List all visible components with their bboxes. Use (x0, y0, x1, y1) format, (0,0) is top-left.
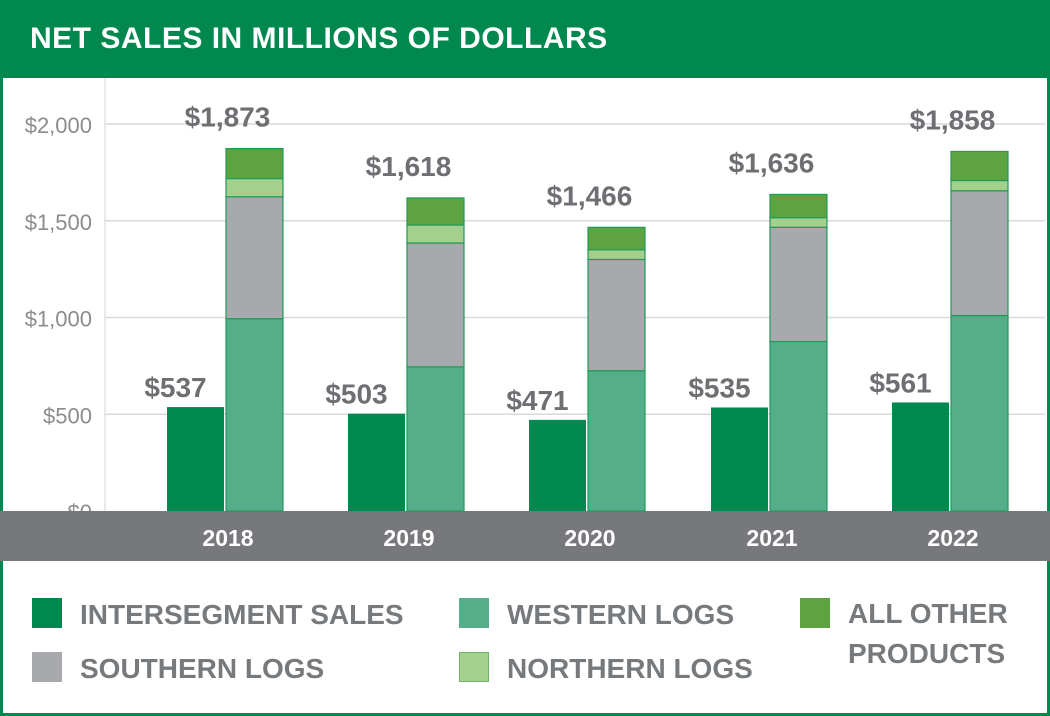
all-other-products-bar (769, 193, 828, 219)
legend-label-northern: NORTHERN LOGS (507, 653, 753, 684)
intersegment-value-label: $471 (506, 385, 568, 416)
western-logs-bar (225, 318, 284, 512)
northern-logs-bar (769, 217, 828, 228)
intersegment-value-label: $561 (869, 367, 931, 398)
legend-swatch-southern (32, 652, 62, 682)
southern-logs-bar (406, 242, 465, 368)
legend-label-southern: SOUTHERN LOGS (80, 653, 325, 684)
northern-logs-bar (406, 224, 465, 244)
western-logs-bar (406, 366, 465, 512)
legend-swatch-intersegment (32, 598, 62, 628)
chart-header: NET SALES IN MILLIONS OF DOLLARS (0, 0, 1050, 78)
western-logs-bar (587, 370, 646, 512)
southern-logs-bar (587, 258, 646, 372)
intersegment-value-label: $503 (325, 379, 387, 410)
southern-logs-bar (769, 226, 828, 343)
x-tick-label: 2022 (927, 525, 978, 551)
x-tick-label: 2021 (746, 525, 797, 551)
legend-label-all-other: ALL OTHER PRODUCTS (848, 598, 1008, 669)
intersegment-sales-bar (892, 402, 949, 511)
legend-swatch-northern (459, 652, 489, 682)
legend-swatch-all-other (800, 598, 830, 628)
total-value-label: $1,873 (185, 102, 271, 133)
intersegment-sales-bar (167, 407, 224, 511)
y-tick-label: $1,000 (25, 307, 92, 332)
western-logs-bar (769, 340, 828, 512)
total-value-label: $1,636 (729, 147, 815, 178)
legend-swatch-western (459, 598, 489, 628)
northern-logs-bar (587, 249, 646, 261)
southern-logs-bar (950, 190, 1009, 317)
all-other-products-bar (406, 197, 465, 226)
intersegment-value-label: $537 (144, 372, 206, 403)
intersegment-sales-bar (711, 407, 768, 511)
legend-label-intersegment: INTERSEGMENT SALES (80, 599, 404, 630)
northern-logs-bar (950, 179, 1009, 192)
intersegment-value-label: $535 (688, 372, 750, 403)
x-tick-label: 2020 (564, 525, 615, 551)
legend-label-western: WESTERN LOGS (507, 599, 735, 630)
all-other-products-bar (587, 226, 646, 251)
x-tick-label: 2019 (383, 525, 434, 551)
intersegment-sales-bar (529, 419, 586, 511)
chart-title: NET SALES IN MILLIONS OF DOLLARS (30, 22, 608, 55)
total-value-label: $1,618 (366, 151, 452, 182)
x-tick-label: 2018 (202, 525, 253, 551)
southern-logs-bar (225, 196, 284, 320)
intersegment-sales-bar (348, 413, 405, 511)
y-tick-label: $500 (43, 403, 92, 428)
northern-logs-bar (225, 177, 284, 198)
total-value-label: $1,858 (910, 104, 996, 135)
y-tick-label: $1,500 (25, 210, 92, 235)
x-axis-band (0, 511, 1050, 561)
all-other-products-bar (950, 150, 1009, 182)
all-other-products-bar (225, 147, 284, 180)
total-value-label: $1,466 (547, 180, 633, 211)
western-logs-bar (950, 314, 1009, 512)
y-tick-label: $2,000 (25, 113, 92, 138)
